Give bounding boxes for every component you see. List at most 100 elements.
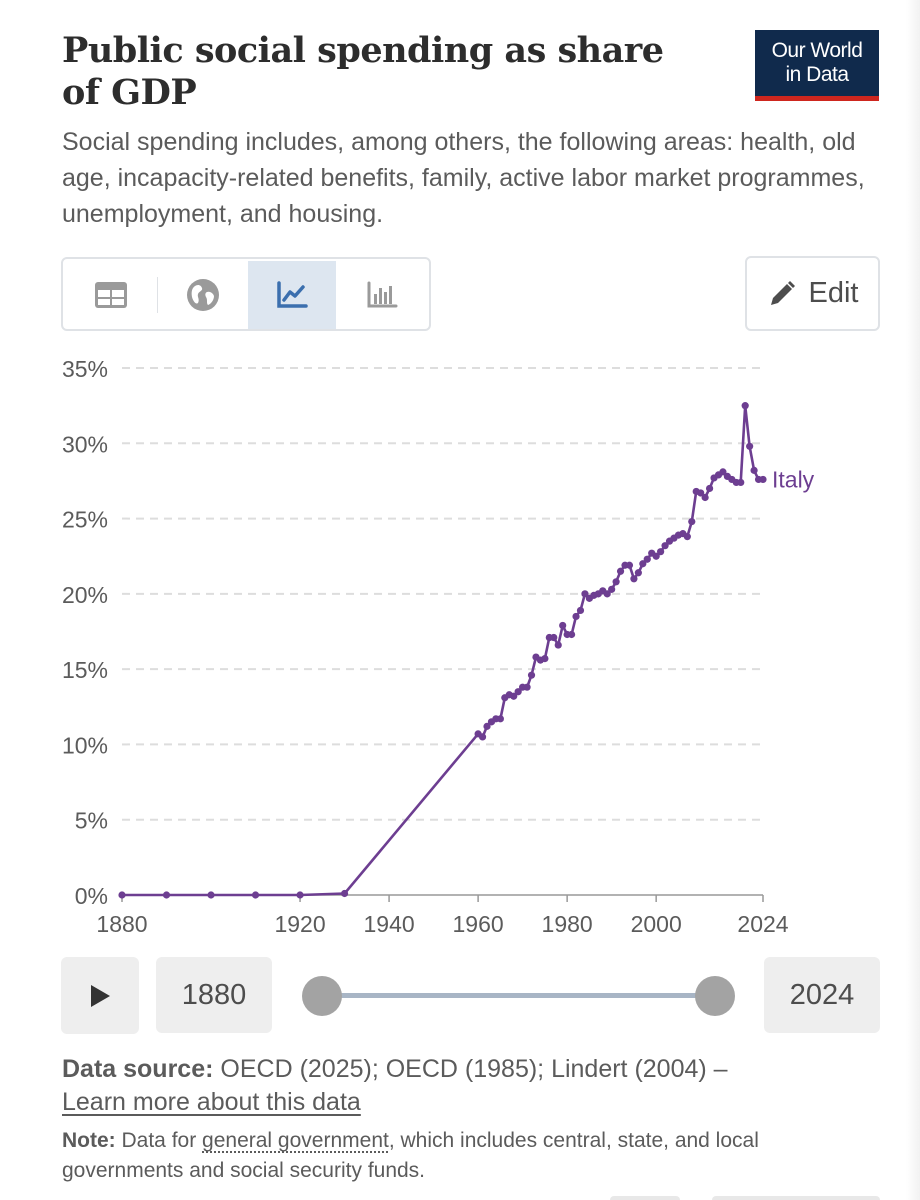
chart-subtitle: Social spending includes, among others, … — [62, 128, 865, 228]
x-tick-label: 1980 — [542, 911, 593, 937]
note-label: Note: — [62, 1129, 116, 1152]
series-line-italy — [122, 404, 763, 897]
play-button[interactable] — [61, 957, 139, 1034]
data-point — [683, 533, 691, 541]
data-point — [514, 688, 522, 696]
data-point — [251, 891, 260, 899]
data-point — [118, 891, 126, 899]
x-tick-label: 1880 — [96, 911, 147, 937]
data-point — [625, 561, 634, 569]
data-point — [616, 567, 625, 575]
x-tick-label: 1920 — [274, 911, 325, 937]
data-point — [750, 466, 758, 474]
data-point — [737, 478, 745, 487]
page-edge-shadow — [906, 0, 920, 1200]
learn-more-link[interactable]: Learn more about this data — [62, 1088, 361, 1116]
line-chart: 0% 5% 10% 15% 20% 25% 30% 35% 1880 1920 1940 1960 1… — [62, 356, 815, 937]
bar-chart-icon — [367, 281, 398, 308]
data-point — [527, 671, 536, 679]
edit-label: Edit — [808, 277, 859, 309]
x-tick-label: 2024 — [737, 911, 788, 937]
tab-map[interactable] — [159, 261, 247, 329]
data-point — [603, 590, 611, 598]
end-year-box[interactable]: 2024 — [764, 957, 880, 1033]
data-point — [496, 715, 504, 723]
y-tick-label: 20% — [62, 582, 108, 608]
data-point — [340, 889, 349, 898]
data-point — [581, 590, 589, 598]
timeline-start-handle[interactable] — [302, 976, 342, 1016]
data-source: Data source: OECD (2025); OECD (1985); L… — [62, 1053, 862, 1086]
data-point — [701, 493, 709, 502]
data-point — [639, 560, 647, 568]
data-point — [523, 683, 531, 691]
data-point — [567, 630, 576, 639]
source-label: Data source: — [62, 1055, 214, 1083]
owid-logo[interactable]: Our World in Data — [755, 30, 879, 101]
logo-line-2: in Data — [785, 63, 849, 86]
data-point — [162, 891, 171, 899]
logo-line-1: Our World — [771, 39, 863, 62]
series-label: Italy — [772, 466, 815, 492]
data-point — [576, 606, 585, 615]
data-point — [688, 517, 696, 526]
y-tick-label: 15% — [62, 657, 108, 683]
y-tick-label: 0% — [75, 883, 108, 909]
data-point — [483, 722, 491, 730]
data-point — [559, 621, 567, 630]
data-point — [652, 552, 660, 560]
tab-table[interactable] — [67, 261, 155, 329]
tab-chart[interactable] — [248, 261, 336, 329]
y-tick-label: 30% — [62, 431, 108, 457]
data-point — [554, 641, 562, 649]
globe-icon — [187, 279, 219, 311]
data-point — [746, 442, 754, 450]
y-tick-label: 35% — [62, 356, 108, 382]
data-point — [541, 655, 549, 663]
data-point — [550, 633, 558, 642]
data-point — [510, 692, 518, 700]
y-tick-label: 25% — [62, 507, 108, 533]
play-icon — [91, 984, 110, 1007]
x-tick-label: 1940 — [363, 911, 414, 937]
data-point — [630, 575, 638, 583]
edit-button[interactable]: Edit — [745, 256, 880, 331]
note-text-before: Data for — [115, 1129, 203, 1152]
data-point — [741, 402, 749, 410]
line-chart-icon — [277, 281, 308, 308]
data-point — [634, 569, 642, 577]
data-point — [643, 555, 651, 563]
data-point — [478, 733, 487, 741]
timeline-track[interactable] — [322, 993, 715, 998]
series-layer: Italy — [118, 402, 815, 899]
data-point — [608, 585, 616, 593]
table-icon — [95, 282, 127, 308]
data-point — [705, 484, 714, 493]
note-text-after: , which includes central, state, and loc… — [62, 1129, 759, 1182]
tab-divider — [157, 277, 158, 313]
timeline-end-handle[interactable] — [695, 976, 735, 1016]
general-government-link[interactable]: general government — [202, 1129, 389, 1152]
pencil-icon — [770, 280, 795, 305]
data-point — [612, 578, 620, 586]
tab-marimekko[interactable] — [338, 261, 426, 329]
data-point — [207, 891, 215, 899]
grid-lines — [122, 367, 763, 821]
data-point — [719, 468, 727, 476]
start-year-box[interactable]: 1880 — [156, 957, 272, 1033]
y-tick-label: 5% — [75, 808, 108, 834]
data-point — [759, 475, 767, 484]
view-tabs — [61, 257, 431, 331]
x-tick-label: 2000 — [631, 911, 682, 937]
data-point — [697, 489, 705, 497]
x-tick-label: 1960 — [453, 911, 504, 937]
source-text: OECD (2025); OECD (1985); Lindert (2004)… — [213, 1055, 728, 1083]
chart-note: Note: Data for general government, which… — [62, 1126, 862, 1186]
y-axis-labels: 0% 5% 10% 15% 20% 25% 30% 35% — [62, 356, 108, 909]
chart-title: Public social spending as share of GDP — [62, 30, 664, 113]
y-tick-label: 10% — [62, 732, 108, 758]
data-point — [657, 548, 665, 556]
footer-button-peek-right — [712, 1196, 880, 1200]
footer-button-peek-left — [610, 1196, 680, 1200]
data-point — [296, 891, 304, 899]
